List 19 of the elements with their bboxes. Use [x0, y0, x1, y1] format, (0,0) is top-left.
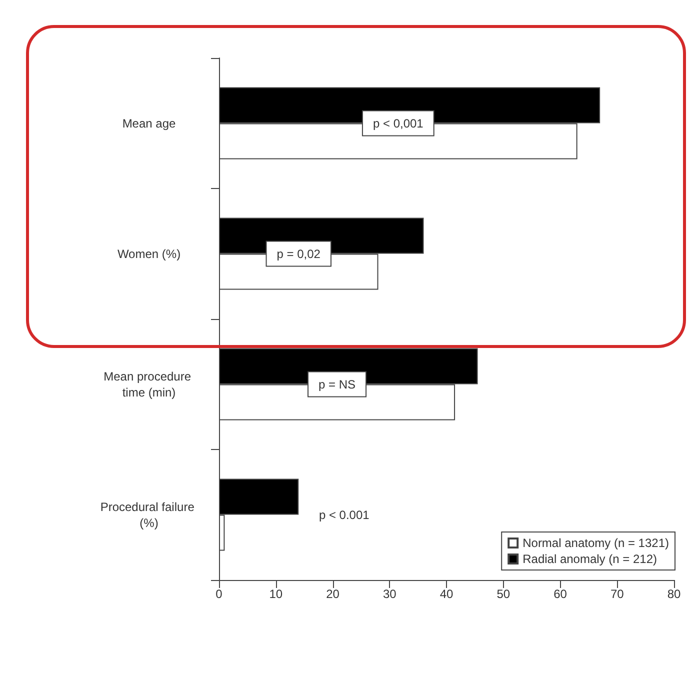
annotation: p < 0,001	[372, 116, 424, 130]
y-tick-label: Mean age	[122, 116, 176, 130]
x-tick-label: 60	[554, 587, 568, 601]
y-tick-label: Women (%)	[117, 246, 181, 261]
x-tick-label: 10	[269, 587, 283, 601]
x-tick-label: 20	[326, 587, 340, 601]
y-tick-label: Procedural failure (%)	[100, 500, 198, 530]
x-tick-label: 70	[610, 587, 624, 601]
annotation: p < 0.001	[318, 508, 370, 522]
annotation: p = 0,02	[276, 246, 321, 261]
x-tick-label: 50	[496, 587, 510, 601]
x-tick-label: 80	[667, 587, 681, 601]
y-tick-label: Mean procedure time (min)	[104, 369, 194, 400]
legend-label: Normal anatomy (n = 1321)	[522, 536, 670, 550]
annotation: p = NS	[318, 377, 356, 392]
x-tick-label: 30	[382, 587, 397, 601]
x-tick-label: 0	[216, 587, 223, 601]
legend-label: Radial anomaly (n = 212)	[522, 552, 658, 566]
x-tick-label: 40	[440, 587, 454, 601]
